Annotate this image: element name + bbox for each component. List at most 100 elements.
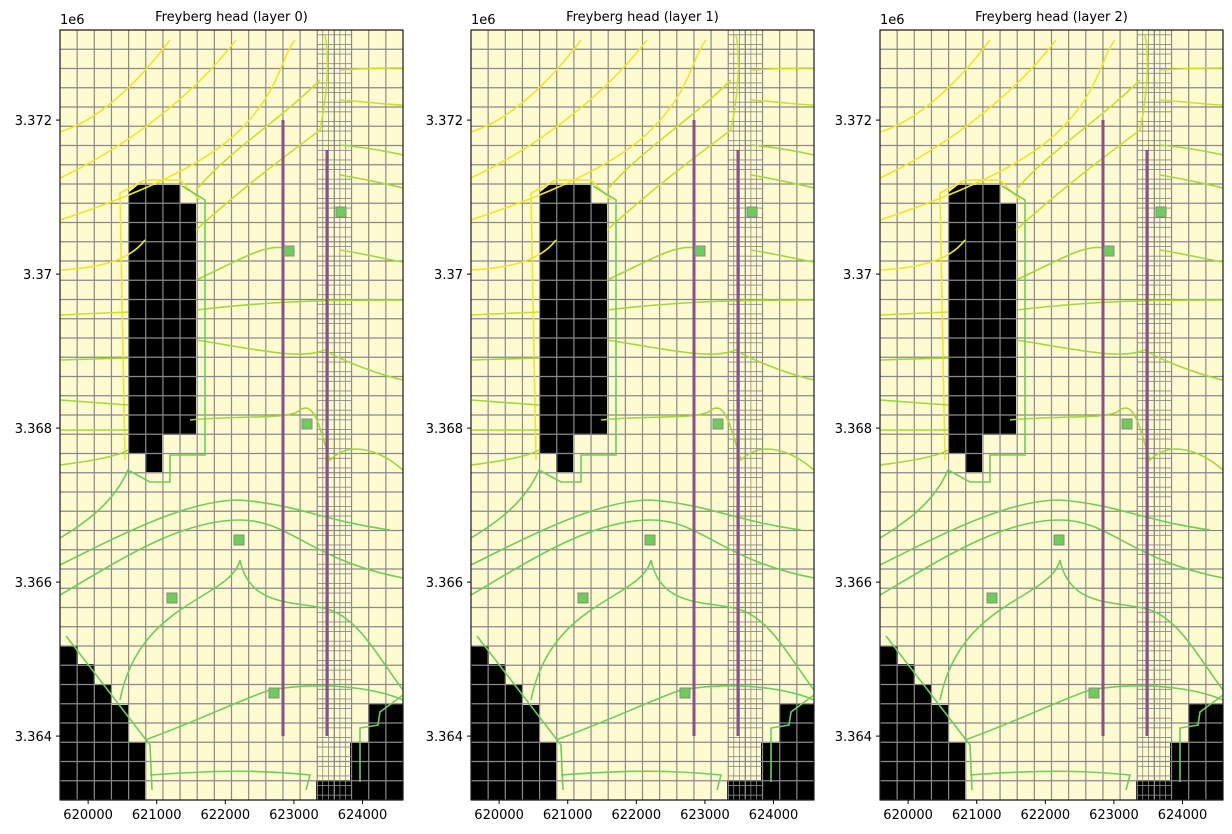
contour-line [470, 39, 582, 133]
x-tick-label: 622000 [1021, 808, 1071, 823]
contour-line [195, 34, 329, 231]
well [301, 418, 313, 430]
contour-line [1015, 299, 1224, 311]
contour-line [1159, 249, 1224, 263]
contour-line [470, 311, 540, 316]
contour-line [879, 185, 1026, 539]
contour-line [1009, 407, 1224, 471]
contour-line [339, 249, 404, 263]
contour-line [750, 99, 815, 106]
contour-line [750, 249, 815, 263]
well [712, 418, 724, 430]
y-tick-label: 3.372 [426, 114, 463, 129]
well [986, 592, 998, 604]
y-tick-label: 3.37 [843, 268, 872, 283]
x-tick-label: 620000 [63, 808, 113, 823]
contour-line [750, 174, 815, 189]
contour-line [149, 770, 312, 791]
x-tick-label: 621000 [132, 808, 182, 823]
contour-line [530, 559, 815, 701]
contour-line [119, 559, 404, 701]
panel: Freyberg head (layer 0) 1e6 620000 621000 62… [15, 10, 404, 823]
contour-line [600, 407, 815, 471]
y-tick-label: 3.368 [426, 422, 463, 437]
well [694, 245, 706, 257]
axes-frame [59, 29, 404, 801]
chart-title: Freyberg head (layer 2) [975, 10, 1128, 25]
well [268, 687, 280, 699]
contour-line [59, 311, 129, 316]
contour-line [885, 635, 973, 791]
well [1155, 206, 1167, 218]
contour-line [470, 185, 617, 539]
contour-line [560, 770, 723, 791]
x-tick-label: 622000 [612, 808, 662, 823]
contour-line [879, 239, 966, 271]
x-tick-label: 624000 [338, 808, 388, 823]
x-tick-label: 623000 [680, 808, 730, 823]
contour-line [770, 694, 815, 782]
contour-line [59, 185, 206, 539]
well [335, 206, 347, 218]
contour-line [189, 407, 404, 471]
well [1103, 245, 1115, 257]
contour-line [195, 339, 404, 381]
contour-line [606, 34, 740, 231]
well [746, 206, 758, 218]
contour-line [59, 449, 129, 466]
contour-line [59, 39, 237, 179]
x-tick-label: 621000 [952, 808, 1002, 823]
well [166, 592, 178, 604]
contour-line [879, 39, 991, 133]
x-tick-label: 623000 [269, 808, 319, 823]
contour-line [195, 299, 404, 311]
chart-title: Freyberg head (layer 1) [566, 10, 719, 25]
well [577, 592, 589, 604]
inactive-cells [539, 185, 607, 472]
contour-line [339, 99, 404, 106]
contour-line [939, 559, 1224, 701]
x-tick-label: 620000 [883, 808, 933, 823]
x-tick-label: 620000 [474, 808, 524, 823]
well [233, 534, 245, 546]
contour-line [1015, 79, 1141, 191]
inactive-cells [128, 185, 196, 472]
contour-line [879, 311, 949, 316]
y-tick-label: 3.37 [23, 268, 52, 283]
contour-line [1159, 67, 1224, 71]
offset-label: 1e6 [880, 13, 905, 28]
contour-line [879, 357, 949, 361]
y-tick-label: 3.364 [426, 730, 463, 745]
contour-line [470, 499, 802, 566]
inactive-cells [948, 185, 1016, 472]
model [470, 29, 815, 801]
contour-line [470, 239, 557, 271]
model [879, 29, 1224, 801]
contour-line [476, 635, 564, 791]
contour-line [939, 179, 1021, 461]
well [1121, 418, 1133, 430]
contour-line [969, 770, 1132, 791]
contour-line [59, 357, 129, 361]
contour-line [1015, 34, 1149, 231]
contour-line [339, 144, 404, 156]
contour-line [470, 399, 540, 406]
contour-line [879, 399, 949, 406]
y-tick-label: 3.366 [835, 576, 872, 591]
contour-line [530, 179, 612, 461]
contour-line [470, 449, 540, 466]
axes-frame [470, 29, 815, 801]
well [283, 245, 295, 257]
contour-line [606, 339, 815, 381]
x-tick-label: 622000 [201, 808, 251, 823]
contour-line [339, 174, 404, 189]
contour-line [59, 39, 171, 133]
contour-line [339, 67, 404, 71]
y-tick-label: 3.372 [15, 114, 52, 129]
contour-line [879, 449, 949, 466]
contour-line [606, 79, 732, 191]
contour-line [879, 519, 1224, 596]
x-tick-label: 623000 [1089, 808, 1139, 823]
y-tick-label: 3.364 [15, 730, 52, 745]
